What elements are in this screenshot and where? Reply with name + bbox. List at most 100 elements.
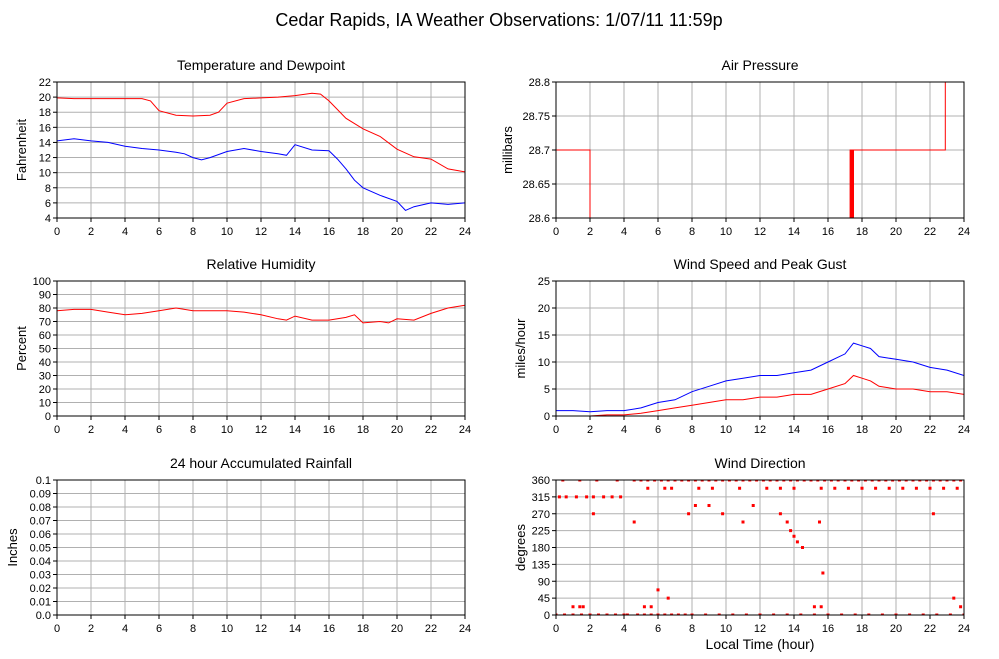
direction-point <box>649 613 653 615</box>
humidity-xtick-label: 2 <box>88 424 94 436</box>
pressure-xtick-label: 16 <box>822 226 834 238</box>
rain-ytick-label: 0.04 <box>30 556 51 568</box>
direction-ytick-label: 270 <box>532 509 550 521</box>
temp-ytick-label: 22 <box>39 77 51 89</box>
direction-point <box>673 480 677 482</box>
rain-ytick-label: 0.05 <box>30 543 51 555</box>
temp-xtick-label: 4 <box>122 226 128 238</box>
humidity-xtick-label: 12 <box>255 424 267 436</box>
direction-point <box>687 480 691 482</box>
direction-xtick-label: 16 <box>822 623 834 635</box>
direction-point <box>836 480 840 482</box>
direction-point <box>772 613 776 615</box>
direction-point <box>765 486 769 490</box>
temp-data <box>57 92 465 211</box>
direction-point <box>945 480 949 482</box>
direction-point <box>588 613 592 615</box>
direction-point <box>955 486 959 490</box>
direction-point <box>656 613 660 615</box>
temp-series-0-line <box>57 92 465 173</box>
direction-xtick-label: 12 <box>754 623 766 635</box>
rain-ytick-label: 0.0 <box>36 610 51 622</box>
direction-xtick-label: 24 <box>958 623 970 635</box>
humidity-xtick-label: 4 <box>122 424 128 436</box>
direction-point <box>821 571 825 575</box>
direction-point <box>680 480 684 482</box>
pressure-title: Air Pressure <box>721 57 798 73</box>
direction-ytick-label: 360 <box>532 475 550 487</box>
rain-xtick-label: 12 <box>255 623 267 635</box>
direction-point <box>642 613 646 615</box>
direction-point <box>591 495 595 499</box>
temp-ytick-label: 18 <box>39 107 51 119</box>
direction-point <box>727 480 731 482</box>
direction-point <box>632 480 636 482</box>
direction-xtick-label: 14 <box>788 623 800 635</box>
direction-point <box>731 613 735 615</box>
humidity-xtick-label: 0 <box>54 424 60 436</box>
direction-point <box>666 596 670 600</box>
humidity-ytick-label: 80 <box>39 303 51 315</box>
wind-ylabel: miles/hour <box>513 318 528 379</box>
wind-xtick-label: 20 <box>890 424 902 436</box>
direction-point <box>860 486 864 490</box>
rain-ytick-label: 0.07 <box>30 516 51 528</box>
direction-point <box>857 480 861 482</box>
rain-frame <box>56 479 466 616</box>
temp-ytick-label: 10 <box>39 168 51 180</box>
rain-xtick-label: 24 <box>459 623 471 635</box>
direction-point <box>877 480 881 482</box>
humidity-title: Relative Humidity <box>207 256 316 272</box>
direction-point <box>591 512 595 516</box>
wind-xtick-label: 0 <box>553 424 559 436</box>
direction-point <box>744 613 748 615</box>
temp-xtick-label: 22 <box>425 226 437 238</box>
direction-frame <box>555 479 965 616</box>
wind-xtick-label: 2 <box>587 424 593 436</box>
humidity-ytick-label: 90 <box>39 290 51 302</box>
direction-point <box>663 486 667 490</box>
pressure-xtick-label: 18 <box>856 226 868 238</box>
rain-ytick-label: 0.1 <box>36 475 51 487</box>
rain-ytick-label: 0.06 <box>30 529 51 541</box>
direction-point <box>826 613 830 615</box>
humidity-ylabel: Percent <box>14 326 29 371</box>
rain-xtick-label: 2 <box>88 623 94 635</box>
wind-xtick-label: 8 <box>689 424 695 436</box>
humidity-ytick-label: 10 <box>39 398 51 410</box>
direction-point <box>874 486 878 490</box>
wind-data <box>556 342 964 416</box>
humidity-ytick-label: 30 <box>39 371 51 383</box>
direction-point <box>823 480 827 482</box>
rain-ytick-label: 0.01 <box>30 597 51 609</box>
direction-point <box>700 480 704 482</box>
direction-point <box>853 613 857 615</box>
rain-xtick-label: 20 <box>391 623 403 635</box>
direction-point <box>734 480 738 482</box>
pressure-data <box>556 82 964 218</box>
temp-ytick-label: 6 <box>45 198 51 210</box>
direction-point <box>580 613 583 615</box>
direction-point <box>911 480 915 482</box>
direction-point <box>625 613 629 615</box>
direction-point <box>704 613 708 615</box>
direction-point <box>646 486 650 490</box>
temp-xtick-label: 8 <box>190 226 196 238</box>
direction-point <box>571 613 575 615</box>
wind-xtick-label: 16 <box>822 424 834 436</box>
direction-point <box>918 480 922 482</box>
direction-point <box>717 613 721 615</box>
wind-ytick-label: 0 <box>544 411 550 423</box>
pressure-ytick-label: 28.8 <box>529 77 550 89</box>
direction-point <box>952 596 956 600</box>
temp-ytick-label: 16 <box>39 122 51 134</box>
rain-xtick-label: 14 <box>289 623 301 635</box>
direction-point <box>801 546 804 549</box>
humidity-xtick-label: 24 <box>459 424 471 436</box>
direction-point <box>894 613 898 615</box>
direction-point <box>891 480 895 482</box>
wind-xtick-label: 12 <box>754 424 766 436</box>
pressure-ytick-label: 28.6 <box>529 213 550 225</box>
temp-ylabel: Fahrenheit <box>14 119 29 182</box>
